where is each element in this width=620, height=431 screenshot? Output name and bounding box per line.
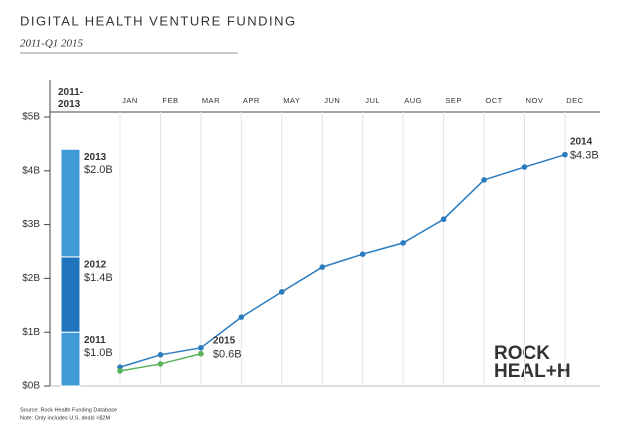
series-point [279,289,285,295]
series-name: 2015 [213,335,236,346]
x-tick-label: MAY [283,96,300,105]
series-point [157,351,164,358]
series-line [119,153,566,368]
series-point [400,240,406,246]
y-tick-label: $3B [22,219,40,230]
x-tick-label: FEB [162,96,178,105]
x-tick-label: JUL [365,96,380,105]
stack-name: 2013 [84,152,107,163]
stack-name: 2011 [84,335,106,346]
stack-name: 2012 [84,260,107,271]
x-tick-label: MAR [202,96,220,105]
series-point [198,345,204,351]
chart-title: DIGITAL HEALTH VENTURE FUNDING [20,13,297,28]
stack-value-label: $1.4B [84,272,113,284]
y-tick-label: $0B [22,381,40,392]
stack-segment [60,256,81,333]
bar-header: 2011-2013 [58,87,83,110]
series-point [521,164,528,170]
series-value-label: $4.3B [570,150,599,162]
series-point [117,368,123,374]
stack-segment [60,148,81,258]
y-tick-label: $5B [22,112,40,123]
series-point [481,177,487,183]
series-point [319,264,326,270]
x-tick-label: NOV [526,96,544,105]
y-tick-label: $1B [22,327,40,338]
x-tick-label: APR [243,96,260,105]
x-tick-label: AUG [404,96,422,105]
x-tick-label: JUN [324,96,340,105]
series-value-label: $0.6B [213,349,242,361]
y-tick-label: $2B [22,273,40,284]
x-tick-label: OCT [485,96,502,105]
x-tick-label: DEC [566,96,583,105]
x-tick-label: JAN [122,96,138,105]
series-point [198,350,204,357]
y-tick-label: $4B [22,165,40,176]
logo-top: ROCK [494,343,550,364]
series-point [359,251,366,257]
series-point [238,314,245,320]
logo-bottom: HEAL+H [494,361,571,382]
x-tick-label: SEP [445,96,462,105]
series-name: 2014 [570,136,593,147]
series-point [440,216,447,223]
stack-segment [60,331,81,387]
stack-value-label: $2.0B [84,164,113,176]
footnote: Note: Only includes U.S. deals >$2M [20,415,110,421]
stack-value-label: $1.0B [84,347,113,359]
source-note: Source: Rock Health Funding Database [20,407,117,413]
series-point [562,151,568,158]
series-point [157,361,164,367]
chart-subtitle: 2011-Q1 2015 [20,38,84,50]
